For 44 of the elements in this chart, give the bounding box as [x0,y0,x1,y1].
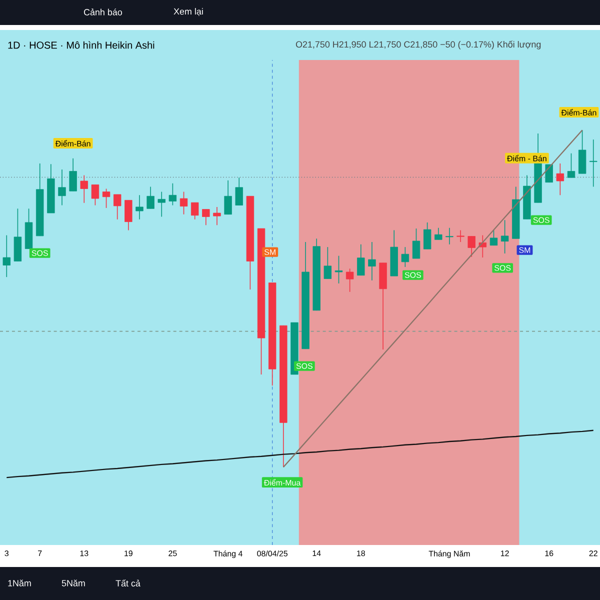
chart-title: 1D · HOSE · Mô hình Heikin Ashi [8,41,154,49]
candlestick [500,220,509,254]
candlestick [202,208,210,226]
candlestick [113,194,122,220]
candlestick [136,194,144,220]
candlestick [556,163,564,196]
candlestick [224,180,232,215]
candlestick [235,177,243,206]
candlestick [423,222,432,250]
candlestick [567,152,576,178]
candlestick [490,230,498,246]
text: Tất cả [116,580,140,586]
candlestick [412,228,420,259]
candlestick [334,255,343,284]
candlestick [146,186,154,210]
candlestick [368,242,376,281]
candlestick [456,230,464,242]
candlestick [401,246,410,268]
candlestick [468,236,476,258]
candlestick [590,139,598,188]
candlestick [80,174,88,204]
candlestick [346,268,354,292]
candlestick [190,202,199,220]
chart-subtitle: O21,750 H21,950 L21,750 C21,850 −50 (−0.17%) Khối lượng [296,40,541,50]
text: 5Năm [62,580,85,586]
candlestick [357,244,365,276]
candlestick [446,227,454,245]
text: 1Năm [8,580,31,586]
candlestick [578,130,586,174]
candlestick [124,200,132,231]
candlestick [180,191,188,215]
candlestick [91,184,100,206]
candlestick [102,188,110,208]
candlestick [213,206,221,226]
candlestick [324,246,332,280]
candlestick [168,182,177,206]
candlestick [58,169,66,206]
candlestick [2,234,10,278]
candlestick [434,227,442,240]
candlestick [545,164,553,183]
text: Xem lại [174,8,203,16]
candlestick [158,191,166,218]
candlestick [69,158,77,192]
text: Cảnh báo [84,8,122,16]
